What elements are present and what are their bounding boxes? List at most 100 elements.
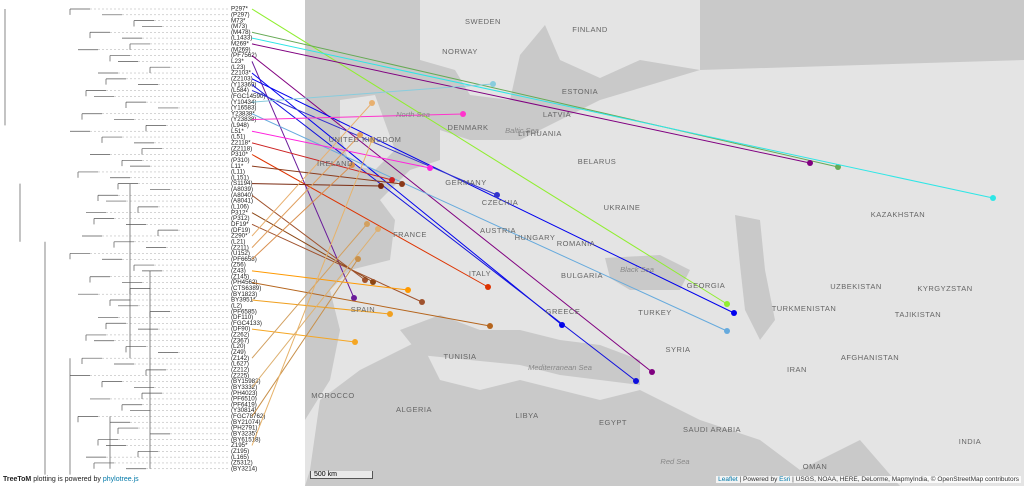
leaf-label: (BY61518) <box>231 436 261 443</box>
leaf-label: P297* <box>231 6 248 13</box>
leaf-label: (BY15983) <box>231 378 261 385</box>
link <box>251 113 464 121</box>
leaf-label: (A8040) <box>231 192 253 199</box>
leaf-label: (Z367) <box>231 337 249 344</box>
place-label: LITHUANIA <box>518 129 562 138</box>
leaf-label: L11* <box>231 163 244 170</box>
leaf-label: BY3951* <box>231 297 256 304</box>
leaf-label: (Z142) <box>231 355 249 362</box>
leaf-label: (DF110) <box>231 314 253 321</box>
leaf-label: (P297) <box>231 11 250 18</box>
place-label: LATVIA <box>543 110 571 119</box>
place-label: Baltic Sea <box>505 126 539 135</box>
location-marker <box>649 369 655 375</box>
link <box>251 8 728 305</box>
leaf-label: (FGC78762) <box>231 413 265 420</box>
leaf-label: (S1194) <box>231 180 253 187</box>
location-marker <box>378 183 384 189</box>
location-marker <box>355 256 361 262</box>
link <box>251 142 393 181</box>
place-label: UZBEKISTAN <box>830 282 882 291</box>
leaf-label: (Z145) <box>231 273 249 280</box>
place-label: OMAN <box>803 462 828 471</box>
caspian <box>735 215 775 340</box>
location-marker <box>807 160 813 166</box>
place-label: SAUDI ARABIA <box>683 425 741 434</box>
location-marker <box>369 137 375 143</box>
leaf-label: (Z43) <box>231 268 246 275</box>
land <box>340 95 395 170</box>
tree-bg <box>0 0 305 486</box>
leaf-label: (L51) <box>231 134 245 141</box>
phylotree-link[interactable]: phylotree.js <box>102 476 139 483</box>
leaf-label: (A8041) <box>231 198 253 205</box>
place-label: CZECHIA <box>482 198 518 207</box>
location-marker <box>990 195 996 201</box>
place-label: KYRGYZSTAN <box>917 284 972 293</box>
link <box>251 37 994 199</box>
location-marker <box>731 310 737 316</box>
place-label: EGYPT <box>599 418 627 427</box>
leaflet-link[interactable]: Leaflet <box>718 476 738 483</box>
leaf-label: (Z262) <box>231 332 249 339</box>
esri-link[interactable]: Esri <box>779 476 791 483</box>
leaf-label: (M73) <box>231 23 247 30</box>
land <box>420 0 700 100</box>
leaf-label: (Y13369) <box>231 81 256 88</box>
red-sea <box>660 400 710 486</box>
place-label: LIBYA <box>515 411 538 420</box>
leaf-label: (PH4562) <box>231 279 257 286</box>
leaf-label: (Z56) <box>231 262 246 269</box>
leaf-label: (PH4023) <box>231 390 257 397</box>
leaf-label: (PF6510) <box>231 396 257 403</box>
link <box>251 90 498 196</box>
location-marker <box>405 287 411 293</box>
leaf-label: (L627) <box>231 361 249 368</box>
link <box>251 164 353 260</box>
link <box>251 139 373 446</box>
link <box>251 228 379 388</box>
place-label: MOROCCO <box>311 391 355 400</box>
leaf-label: (Y10434) <box>231 99 256 106</box>
leaf-label: DF19* <box>231 221 249 228</box>
leaf-label: (PH2791) <box>231 425 257 432</box>
link <box>251 223 368 359</box>
link <box>251 31 839 168</box>
location-marker <box>427 165 433 171</box>
place-label: UNITED KINGDOM <box>329 135 402 144</box>
place-label: Mediterranean Sea <box>528 363 592 372</box>
place-label: Red Sea <box>660 457 689 466</box>
leaf-label: (L1433) <box>231 35 252 42</box>
location-marker <box>351 295 357 301</box>
place-label: DENMARK <box>447 123 488 132</box>
place-label: ITALY <box>469 269 491 278</box>
leaf-label: (L11) <box>231 169 245 176</box>
place-label: TAJIKISTAN <box>895 310 941 319</box>
leaf-label: (L21) <box>231 238 245 245</box>
map <box>305 0 1024 486</box>
leaf-label: (L2) <box>231 302 242 309</box>
link <box>251 258 359 417</box>
place-label: GERMANY <box>445 178 486 187</box>
location-marker <box>349 162 355 168</box>
leaf-label: (Z212) <box>231 366 249 373</box>
link <box>251 270 409 291</box>
location-marker <box>419 299 425 305</box>
place-label: ESTONIA <box>562 87 598 96</box>
leaf-label: (DF90) <box>231 326 250 333</box>
location-marker <box>387 311 393 317</box>
place-label: AFGHANISTAN <box>841 353 899 362</box>
location-marker <box>389 177 395 183</box>
leaf-label: (L23) <box>231 64 245 71</box>
place-label: GREECE <box>546 307 581 316</box>
leaf-label: (M478) <box>231 29 251 36</box>
leaf-label: (FGC14590) <box>231 93 265 100</box>
leaf-label: (PF6658) <box>231 256 257 263</box>
location-marker <box>369 100 375 106</box>
location-marker <box>352 339 358 345</box>
leaf-label: (DF19) <box>231 227 250 234</box>
attribution-sources: | USGS, NOAA, HERE, DeLorme, MapmyIndia,… <box>790 476 1019 483</box>
mediterranean <box>400 315 640 385</box>
leaf-label: (BY3235) <box>231 431 257 438</box>
attribution-text: | Powered by <box>737 476 780 483</box>
